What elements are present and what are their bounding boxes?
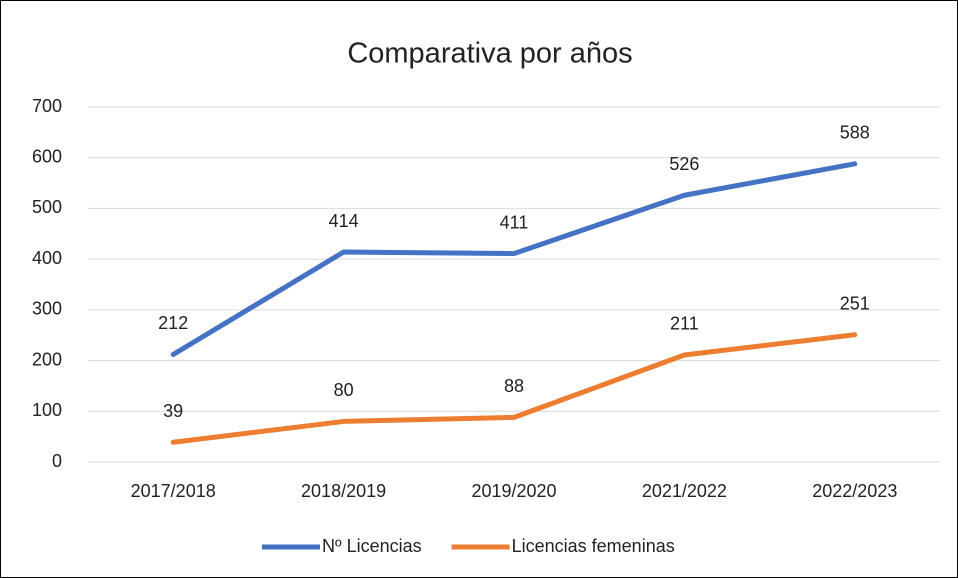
data-label: 414: [329, 211, 359, 231]
data-label: 211: [670, 314, 699, 334]
data-label: 88: [504, 376, 524, 396]
y-tick-label: 0: [52, 451, 62, 471]
y-tick-label: 300: [32, 299, 62, 319]
y-tick-label: 400: [32, 248, 62, 268]
chart-title: Comparativa por años: [347, 38, 632, 70]
x-tick-label: 2019/2020: [471, 481, 556, 501]
y-tick-label: 600: [32, 146, 62, 166]
data-label: 80: [334, 380, 354, 400]
x-tick-label: 2021/2022: [642, 481, 727, 501]
y-tick-label: 100: [32, 400, 62, 420]
legend-label: Licencias femeninas: [512, 536, 675, 556]
legend-label: Nº Licencias: [322, 536, 422, 556]
x-tick-label: 2018/2019: [301, 481, 386, 501]
data-label: 212: [158, 313, 188, 333]
series-line: [170, 332, 858, 445]
x-tick-label: 2022/2023: [812, 481, 897, 501]
data-label: 588: [840, 123, 870, 143]
data-label: 526: [669, 154, 699, 174]
data-label: 39: [163, 401, 183, 421]
y-tick-label: 500: [32, 197, 62, 217]
data-label: 251: [840, 293, 870, 313]
y-tick-label: 700: [32, 96, 62, 116]
data-label: 411: [500, 212, 529, 232]
series-line: [170, 161, 858, 357]
y-tick-label: 200: [32, 349, 62, 369]
x-tick-label: 2017/2018: [131, 481, 216, 501]
